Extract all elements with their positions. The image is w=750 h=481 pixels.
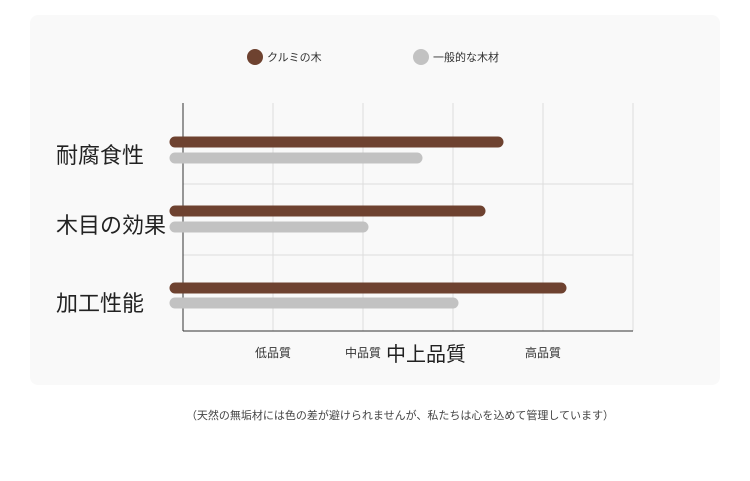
x-tick-label-medium: 中品質	[344, 346, 382, 360]
legend-swatch-general	[413, 49, 429, 65]
legend-item-walnut: クルミの木	[247, 49, 322, 65]
category-label-workability: 加工性能	[56, 292, 145, 317]
x-tick-label-low: 低品質	[254, 346, 292, 360]
x-tick-label-high: 高品質	[524, 346, 562, 360]
x-tick-label-upper-medium: 中上品質	[386, 342, 466, 366]
legend-label-walnut: クルミの木	[267, 51, 322, 64]
footnote: （天然の無垢材には色の差が避けられませんが、私たちは心を込めて管理しています）	[185, 409, 615, 422]
legend-item-general: 一般的な木材	[413, 49, 499, 65]
chart-panel	[30, 15, 720, 385]
legend-swatch-walnut	[247, 49, 263, 65]
category-label-grain: 木目の効果	[56, 214, 167, 239]
category-label-corrosion: 耐腐食性	[56, 144, 145, 169]
legend-label-general: 一般的な木材	[433, 51, 499, 64]
